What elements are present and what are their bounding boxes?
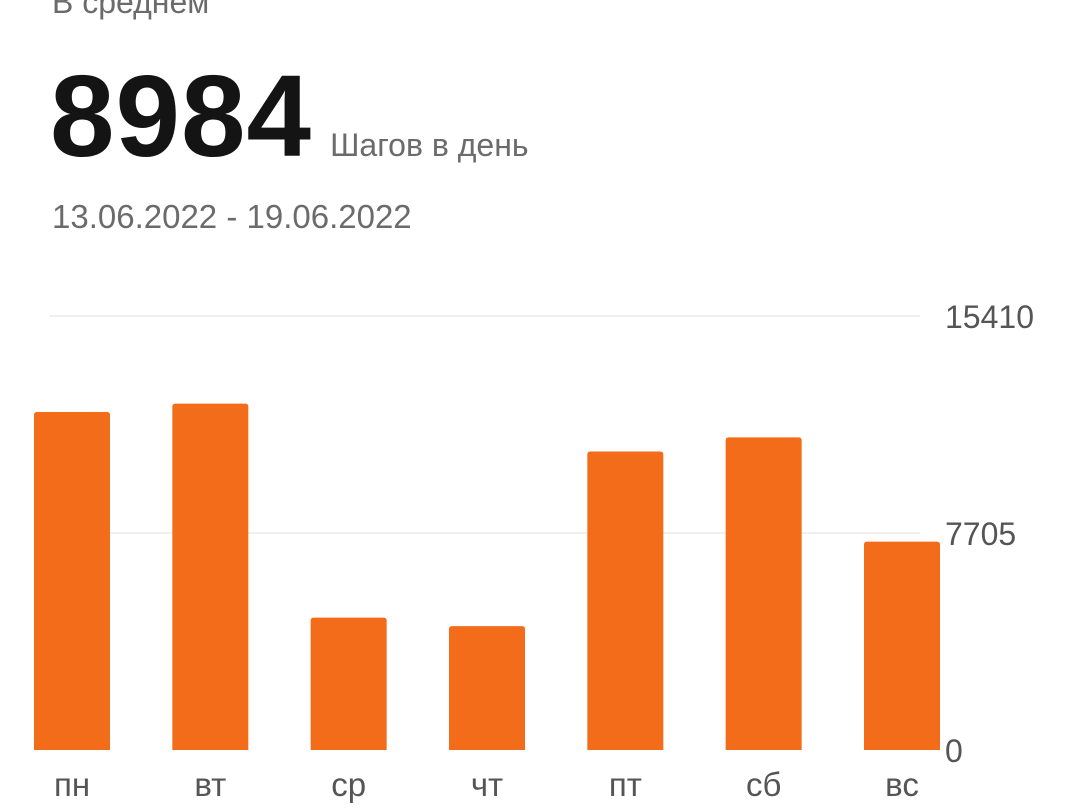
bar-5[interactable] [725, 437, 802, 750]
average-label: В среднем [52, 0, 210, 20]
bar-1[interactable] [172, 403, 249, 750]
x-category-label: чт [471, 766, 503, 803]
x-category-label: вт [194, 766, 226, 803]
date-range: 13.06.2022 - 19.06.2022 [52, 198, 412, 235]
x-category-label: пн [54, 766, 90, 803]
chart-y-ticks: 0 7705 15410 [945, 299, 1034, 769]
y-tick-label: 15410 [945, 299, 1034, 335]
x-category-label: вс [885, 766, 919, 803]
chart-bars [34, 403, 940, 750]
x-category-label: пт [609, 766, 642, 803]
average-row: 8984 Шагов в день [50, 58, 529, 174]
bar-0[interactable] [34, 412, 110, 750]
bar-6[interactable] [864, 541, 940, 750]
bar-3[interactable] [449, 626, 525, 750]
x-category-label: ср [331, 766, 366, 803]
average-steps-unit: Шагов в день [330, 127, 529, 163]
average-steps-value: 8984 [50, 51, 313, 181]
bar-4[interactable] [587, 451, 664, 750]
y-tick-label: 0 [945, 733, 963, 769]
bar-2[interactable] [310, 617, 387, 750]
chart-x-labels: пн вт ср чт пт сб вс [54, 766, 919, 803]
y-tick-label: 7705 [945, 516, 1016, 552]
x-category-label: сб [746, 766, 781, 803]
